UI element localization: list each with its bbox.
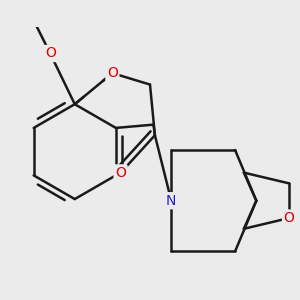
- Text: O: O: [284, 211, 295, 225]
- Text: O: O: [45, 46, 56, 61]
- Text: O: O: [107, 66, 118, 80]
- Text: N: N: [166, 194, 176, 208]
- Text: O: O: [115, 166, 126, 180]
